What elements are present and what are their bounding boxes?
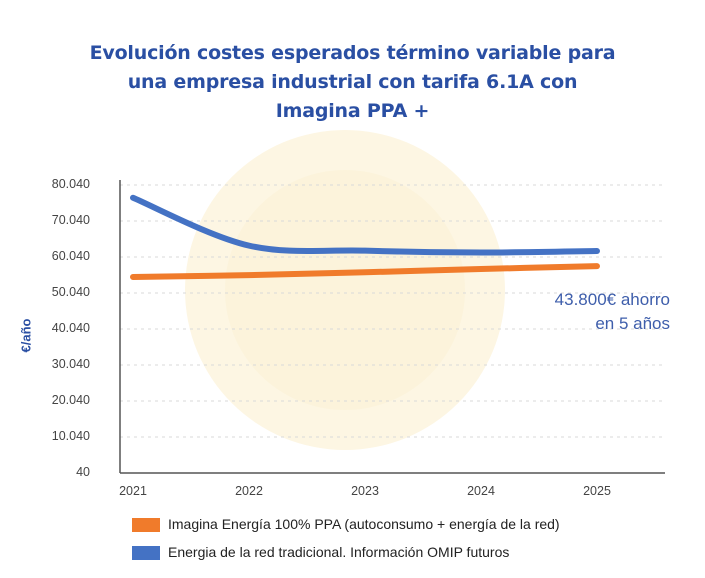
legend-label-series-2: Energia de la red tradicional. Informaci…: [168, 544, 510, 560]
x-tick-label: 2024: [467, 484, 495, 498]
chart-title-line-3: Imagina PPA +: [275, 100, 430, 122]
y-tick-label: 40.040: [51, 321, 90, 335]
y-tick-label: 20.040: [51, 393, 90, 407]
legend-label-series-1: Imagina Energía 100% PPA (autoconsumo + …: [168, 516, 560, 532]
data-point-series-2: [596, 250, 598, 252]
legend-swatch-series-2: [132, 546, 160, 560]
data-point-series-2: [480, 251, 482, 253]
y-tick-label: 10.040: [51, 429, 90, 443]
y-tick-label: 60.040: [51, 249, 90, 263]
data-point-series-2: [132, 197, 134, 199]
y-tick-label: 70.040: [51, 213, 90, 227]
x-tick-label: 2022: [235, 484, 263, 498]
data-point-series-2: [364, 250, 366, 252]
y-axis-label: €/año: [18, 318, 34, 353]
x-tick-label: 2025: [583, 484, 611, 498]
data-point-series-1: [596, 265, 598, 267]
y-tick-label: 80.040: [51, 177, 90, 191]
savings-annotation-line-1: 43.800€ ahorro: [554, 290, 670, 309]
legend-swatch-series-1: [132, 518, 160, 532]
y-tick-label: 40: [76, 465, 90, 479]
x-tick-label: 2021: [119, 484, 147, 498]
y-tick-label: 50.040: [51, 285, 90, 299]
y-tick-label: 30.040: [51, 357, 90, 371]
chart-title-line-2: una empresa industrial con tarifa 6.1A c…: [127, 71, 578, 93]
data-point-series-1: [480, 268, 482, 270]
data-point-series-1: [248, 274, 250, 276]
savings-annotation-line-2: en 5 años: [595, 314, 670, 333]
data-point-series-2: [248, 245, 250, 247]
data-point-series-1: [364, 271, 366, 273]
data-point-series-1: [132, 276, 134, 278]
chart-title-line-1: Evolución costes esperados término varia…: [89, 42, 616, 64]
x-tick-label: 2023: [351, 484, 379, 498]
sun-watermark: [185, 130, 505, 450]
